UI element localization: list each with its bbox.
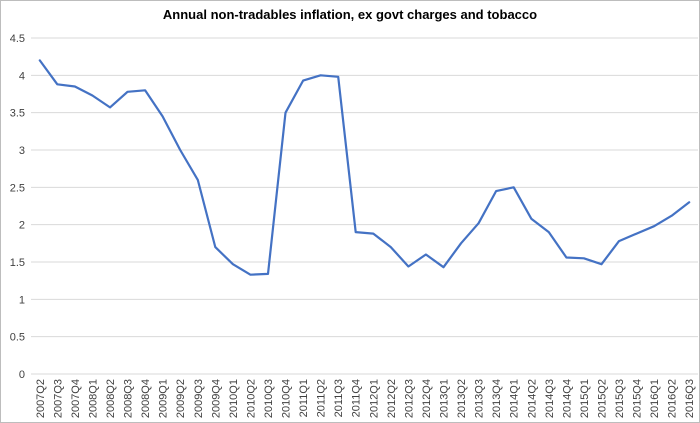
- y-tick-label: 1: [19, 294, 25, 306]
- x-tick-label: 2016Q3: [684, 379, 696, 418]
- x-tick-label: 2014Q1: [509, 379, 521, 418]
- y-tick-label: 3.5: [10, 108, 25, 120]
- x-tick-label: 2011Q3: [333, 379, 345, 417]
- x-tick-label: 2008Q1: [87, 379, 99, 418]
- x-tick-label: 2013Q2: [456, 379, 468, 418]
- x-tick-label: 2010Q4: [281, 379, 293, 418]
- x-tick-label: 2010Q2: [245, 379, 257, 418]
- data-line-series: [38, 59, 691, 276]
- y-tick-label: 3: [19, 145, 25, 157]
- chart-title: Annual non-tradables inflation, ex govt …: [162, 7, 538, 22]
- y-tick-label: 4: [19, 70, 25, 82]
- x-tick-label: 2009Q4: [210, 379, 222, 418]
- x-tick-label: 2014Q3: [544, 379, 556, 418]
- x-tick-label: 2008Q2: [105, 379, 117, 418]
- x-tick-label: 2012Q4: [421, 379, 433, 418]
- y-tick-label: 2.5: [10, 182, 25, 194]
- x-tick-label: 2015Q4: [632, 379, 644, 418]
- x-tick-label: 2010Q1: [228, 379, 240, 418]
- x-tick-label: 2016Q1: [649, 379, 661, 418]
- x-tick-label: 2009Q3: [193, 379, 205, 418]
- x-tick-label: 2013Q3: [474, 379, 486, 418]
- x-tick-label: 2007Q2: [35, 379, 47, 418]
- x-tick-label: 2015Q3: [614, 379, 626, 418]
- x-tick-label: 2015Q1: [579, 379, 591, 418]
- x-tick-label: 2013Q4: [491, 379, 503, 418]
- y-tick-label: 0.5: [10, 332, 25, 344]
- x-tick-label: 2012Q3: [403, 379, 415, 418]
- x-tick-label: 2012Q1: [368, 379, 380, 418]
- x-tick-label: 2007Q4: [70, 379, 82, 418]
- y-tick-label: 1.5: [10, 257, 25, 269]
- x-tick-label: 2010Q3: [263, 379, 275, 418]
- x-tick-label: 2013Q1: [438, 379, 450, 418]
- x-tick-label: 2009Q1: [158, 379, 170, 418]
- x-tick-label: 2011Q2: [316, 379, 328, 417]
- x-tick-label: 2011Q4: [351, 379, 363, 417]
- x-tick-label: 2015Q2: [596, 379, 608, 418]
- x-tick-label: 2014Q4: [561, 379, 573, 418]
- x-tick-label: 2012Q2: [386, 379, 398, 418]
- x-tick-label: 2014Q2: [526, 379, 538, 418]
- x-tick-label: 2016Q2: [667, 379, 679, 418]
- y-tick-label: 4.5: [10, 33, 25, 45]
- y-tick-label: 2: [19, 220, 25, 232]
- y-tick-label: 0: [19, 369, 25, 381]
- x-tick-label: 2009Q2: [175, 379, 187, 418]
- x-tick-label: 2008Q3: [123, 379, 135, 418]
- x-tick-label: 2011Q1: [298, 379, 310, 417]
- x-tick-label: 2008Q4: [140, 379, 152, 418]
- x-tick-label: 2007Q3: [52, 379, 64, 418]
